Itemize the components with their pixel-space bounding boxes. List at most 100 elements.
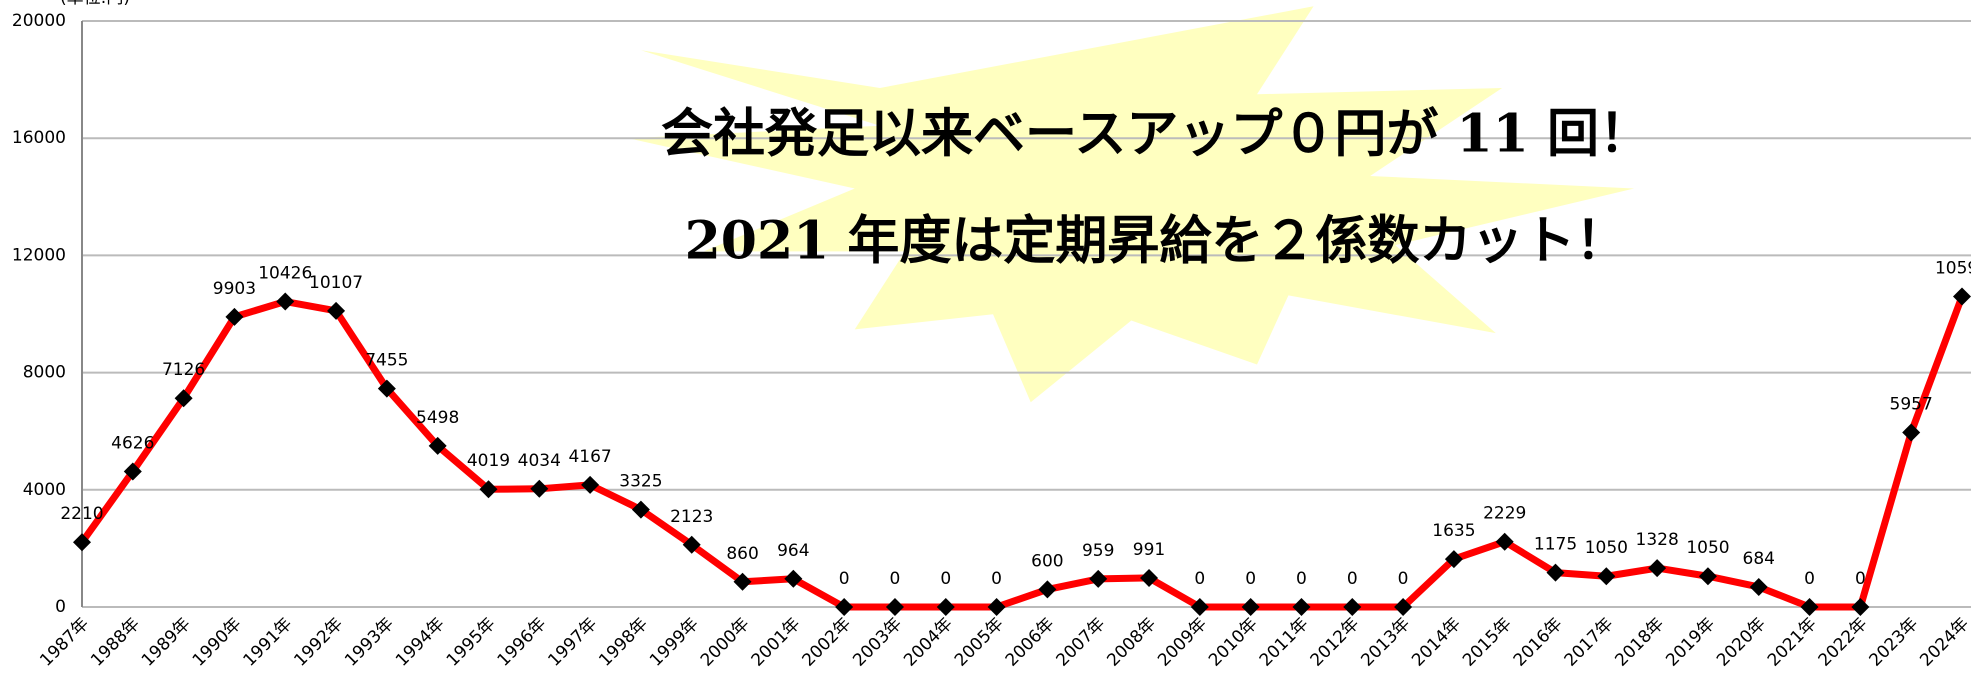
value-label: 0 [991, 569, 1002, 589]
marker [1495, 532, 1514, 551]
x-tick-label: 2015年 [1459, 614, 1516, 671]
value-label: 10426 [258, 264, 312, 284]
marker [1800, 598, 1819, 616]
marker [327, 301, 346, 320]
marker [1089, 569, 1108, 588]
x-tick-label: 1991年 [240, 614, 297, 671]
value-label: 1050 [1686, 538, 1729, 558]
marker [1292, 598, 1311, 616]
value-label: 0 [940, 569, 951, 589]
x-tick-label: 2020年 [1713, 614, 1770, 671]
y-tick-label: 8000 [23, 363, 66, 383]
marker [1444, 550, 1463, 569]
x-tick-label: 2003年 [849, 614, 906, 671]
marker [1749, 577, 1768, 596]
marker [1394, 598, 1413, 616]
marker [428, 436, 447, 455]
marker [1851, 598, 1870, 616]
x-tick-label: 2011年 [1256, 614, 1313, 671]
annotation: 2021 年度は定期昇給を２係数カット！ [685, 211, 1628, 272]
value-label: 1175 [1534, 535, 1577, 555]
value-label: 9903 [213, 279, 256, 299]
marker [835, 598, 854, 616]
marker [784, 569, 803, 588]
y-tick-label: 16000 [12, 128, 66, 148]
value-label: 1050 [1585, 538, 1628, 558]
value-label: 0 [1398, 569, 1409, 589]
marker [377, 379, 396, 398]
value-label: 0 [1855, 569, 1866, 589]
value-label: 0 [890, 569, 901, 589]
y-tick-label: 20000 [12, 11, 66, 31]
value-label: 1635 [1432, 521, 1475, 541]
value-label: 991 [1133, 540, 1165, 560]
x-tick-label: 2006年 [1002, 614, 1059, 671]
x-tick-label: 1993年 [341, 614, 398, 671]
value-label: 860 [726, 544, 758, 564]
x-tick-label: 2021年 [1764, 614, 1821, 671]
x-tick-label: 2008年 [1103, 614, 1160, 671]
marker [73, 533, 91, 552]
marker [174, 389, 193, 408]
x-tick-label: 2010年 [1205, 614, 1262, 671]
value-label: 4626 [111, 433, 154, 453]
x-tick-label: 2014年 [1408, 614, 1465, 671]
x-tick-label: 2007年 [1053, 614, 1110, 671]
x-tick-label: 2016年 [1510, 614, 1567, 671]
value-label: 4167 [568, 447, 611, 467]
value-label: 1328 [1636, 530, 1679, 550]
marker [1597, 567, 1616, 586]
marker [276, 292, 295, 311]
marker [631, 500, 650, 519]
y-tick-label: 12000 [12, 245, 66, 265]
value-label: 2123 [670, 507, 713, 527]
value-label: 0 [839, 569, 850, 589]
value-label: 0 [1347, 569, 1358, 589]
marker [225, 307, 244, 326]
marker [479, 480, 498, 499]
x-tick-label: 2005年 [951, 614, 1008, 671]
marker [581, 475, 600, 494]
x-tick-label: 1992年 [290, 614, 347, 671]
value-label: 4019 [467, 451, 510, 471]
x-tick-label: 1995年 [443, 614, 500, 671]
marker [1546, 563, 1565, 582]
x-tick-label: 1996年 [494, 614, 551, 671]
marker [1902, 423, 1921, 442]
value-label: 3325 [619, 472, 662, 492]
value-label: 684 [1743, 549, 1775, 569]
x-tick-label: 2019年 [1662, 614, 1719, 671]
marker [1698, 567, 1717, 586]
value-label: 0 [1804, 569, 1815, 589]
x-tick-label: 2018年 [1611, 614, 1668, 671]
value-label: 5957 [1890, 394, 1933, 414]
x-tick-label: 2017年 [1561, 614, 1618, 671]
marker [1038, 580, 1057, 599]
value-label: 959 [1082, 541, 1114, 561]
x-tick-label: 2012年 [1307, 614, 1364, 671]
x-tick-label: 2002年 [798, 614, 855, 671]
value-label: 0 [1194, 569, 1205, 589]
marker [936, 598, 955, 616]
y-tick-label: 4000 [23, 480, 66, 500]
value-label: 7455 [365, 351, 408, 371]
value-label: 964 [777, 541, 809, 561]
x-tick-label: 2004年 [900, 614, 957, 671]
unit-label: (単位:円) [60, 0, 130, 8]
value-label: 2210 [60, 504, 103, 524]
x-tick-label: 2001年 [748, 614, 805, 671]
marker [987, 598, 1006, 616]
marker [885, 598, 904, 616]
x-tick-label: 1998年 [595, 614, 652, 671]
marker [1953, 287, 1971, 306]
marker [733, 572, 752, 591]
value-label: 7126 [162, 360, 205, 380]
x-tick-label: 1997年 [544, 614, 601, 671]
x-tick-label: 2000年 [697, 614, 754, 671]
marker [1190, 598, 1209, 616]
x-tick-label: 1989年 [138, 614, 195, 671]
marker [1343, 598, 1362, 616]
value-label: 4034 [518, 451, 561, 471]
marker [1241, 598, 1260, 616]
